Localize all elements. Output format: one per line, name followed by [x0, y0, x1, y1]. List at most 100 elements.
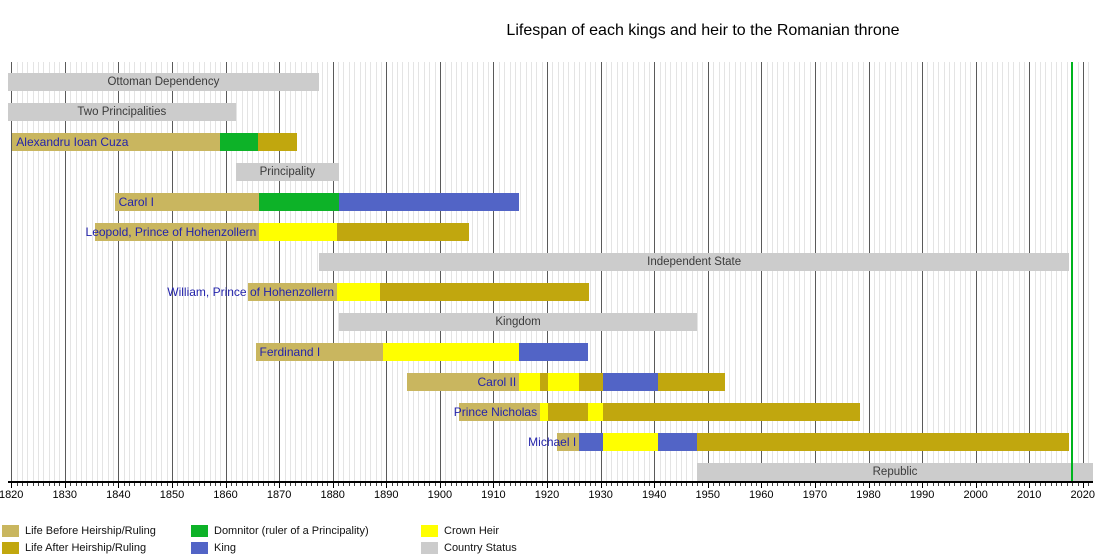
- status-bar-label: Kingdom: [495, 316, 541, 328]
- bar-segment: [382, 343, 520, 361]
- bar-segment: [697, 433, 1070, 451]
- axis-tick: [643, 483, 645, 486]
- axis-tick: [718, 483, 720, 486]
- axis-tick: [1072, 483, 1074, 486]
- gridline: [809, 62, 811, 481]
- axis-tick: [161, 483, 163, 486]
- axis-tick: [102, 483, 104, 486]
- axis-tick: [514, 483, 516, 486]
- domnitor-swatch: [191, 524, 208, 537]
- axis-tick: [991, 483, 993, 486]
- axis-tick: [788, 483, 790, 486]
- gridline: [252, 62, 254, 481]
- axis-tick-label: 1960: [749, 489, 774, 501]
- gridline: [820, 62, 822, 481]
- gridline: [863, 62, 865, 481]
- gridline: [1034, 62, 1036, 481]
- axis-tick: [841, 483, 843, 486]
- gridline: [188, 62, 189, 481]
- gridline: [943, 62, 945, 481]
- bar-segment: [95, 223, 260, 241]
- axis-tick: [975, 483, 977, 488]
- axis-tick: [948, 483, 950, 486]
- axis-tick: [54, 483, 56, 486]
- axis-tick: [466, 483, 468, 486]
- axis-tick: [332, 483, 334, 488]
- axis-tick: [220, 483, 222, 486]
- bar-segment: [8, 103, 236, 121]
- axis-tick: [375, 483, 377, 486]
- axis-tick-label: 2010: [1016, 489, 1042, 501]
- gridline: [80, 62, 82, 481]
- axis-tick: [573, 483, 575, 486]
- axis-tick: [756, 483, 757, 486]
- gridline: [220, 62, 222, 481]
- axis-tick-label: 1870: [266, 489, 292, 501]
- gridline: [948, 62, 950, 481]
- axis-tick: [686, 483, 688, 486]
- axis-tick-label: 1970: [802, 489, 828, 501]
- gridline: [247, 62, 248, 481]
- bar-segment: [602, 403, 860, 421]
- bar-segment: [587, 403, 603, 421]
- gridline: [16, 62, 18, 481]
- gridline: [563, 62, 565, 481]
- axis-tick: [659, 483, 661, 486]
- person-bar-label: Leopold, Prince of Hohenzollern: [85, 225, 257, 239]
- axis-tick-label: 2000: [963, 489, 988, 501]
- gridline: [729, 62, 731, 481]
- axis-tick: [1088, 483, 1090, 486]
- axis-tick: [541, 483, 543, 486]
- axis-tick: [300, 483, 302, 486]
- axis-tick: [552, 483, 554, 486]
- gridline: [230, 62, 232, 481]
- today-marker-line: [1070, 62, 1073, 481]
- axis-tick: [713, 483, 715, 486]
- axis-tick: [1013, 483, 1015, 486]
- gridline: [627, 62, 629, 481]
- gridline: [632, 62, 634, 481]
- axis-tick: [455, 483, 457, 486]
- gridline: [450, 62, 452, 481]
- axis-tick: [461, 483, 463, 486]
- axis-tick-label: 1840: [106, 489, 131, 501]
- axis-tick: [761, 483, 763, 488]
- bar-segment: [339, 193, 520, 211]
- gridline: [557, 62, 559, 481]
- bar-segment: [657, 373, 726, 391]
- axis-tick: [364, 483, 366, 486]
- axis-tick: [204, 483, 206, 486]
- axis-tick-label: 1990: [909, 489, 935, 501]
- axis-tick: [498, 483, 500, 486]
- gridline: [295, 62, 297, 481]
- bar-segment: [519, 343, 588, 361]
- gridline: [434, 62, 436, 481]
- axis-tick: [868, 483, 870, 488]
- axis-tick: [970, 483, 972, 486]
- x-axis-line: [8, 481, 1093, 483]
- axis-tick-label: 1940: [641, 489, 667, 501]
- gridline: [836, 62, 838, 481]
- status-bar-label: Principality: [259, 166, 316, 178]
- axis-tick: [263, 483, 264, 486]
- bar-segment: [548, 373, 580, 391]
- gridline: [579, 62, 581, 481]
- bar-segment: [459, 403, 540, 421]
- gridline: [697, 62, 698, 481]
- life-after-swatch: [2, 541, 19, 554]
- axis-tick: [257, 483, 259, 486]
- axis-tick: [1023, 483, 1025, 486]
- gridline: [857, 62, 859, 481]
- gridline: [488, 62, 490, 481]
- axis-tick: [509, 483, 511, 486]
- gridline: [525, 62, 527, 481]
- axis-tick: [429, 483, 431, 486]
- gridline: [509, 62, 511, 481]
- gridline: [520, 62, 522, 481]
- gridline: [638, 62, 640, 481]
- bar-segment: [556, 433, 580, 451]
- axis-tick: [922, 483, 924, 488]
- axis-tick-label: 1860: [213, 489, 238, 501]
- gridline: [1045, 62, 1047, 481]
- axis-tick: [879, 483, 881, 486]
